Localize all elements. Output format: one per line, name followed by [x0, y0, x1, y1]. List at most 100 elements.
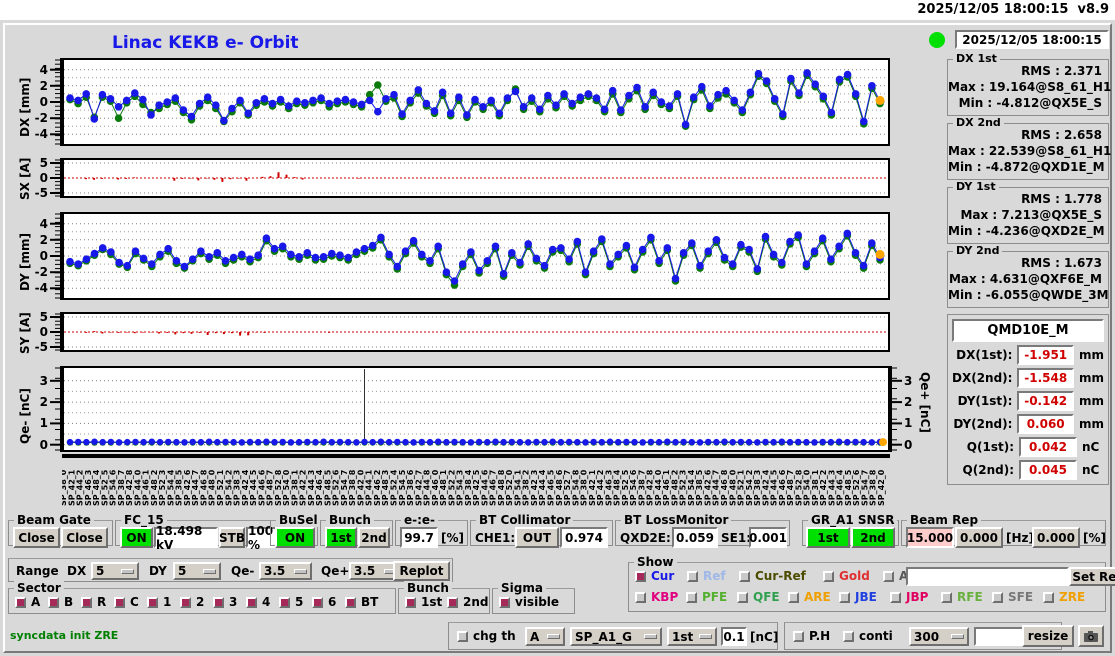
sector-checkbox-a[interactable]: A: [15, 595, 40, 609]
gr-a1-snsr-1st[interactable]: 1st: [806, 527, 850, 548]
sector-checkbox-bt[interactable]: BT: [345, 595, 378, 609]
show-checkbox-cur-box[interactable]: [635, 571, 646, 582]
show-checkbox-curref-box[interactable]: [739, 571, 750, 582]
bt-loss-value-2[interactable]: 0.001: [749, 527, 787, 548]
bunch-bottom-checkbox-2nd-box[interactable]: [447, 597, 458, 608]
show-checkbox-zre-box[interactable]: [1043, 592, 1054, 603]
conti-checkbox[interactable]: conti: [843, 629, 893, 643]
show-checkbox-are[interactable]: ARE: [788, 590, 831, 604]
show-checkbox-pfe[interactable]: PFE: [686, 590, 727, 604]
show-checkbox-jbe-box[interactable]: [839, 592, 850, 603]
show-checkbox-ref[interactable]: Ref: [687, 569, 726, 583]
sector-checkbox-5-box[interactable]: [279, 597, 290, 608]
conti-count-select[interactable]: 300: [909, 627, 969, 646]
bt-loss-value-1[interactable]: 0.059: [672, 527, 718, 548]
bunch-bottom-checkbox-1st-box[interactable]: [405, 597, 416, 608]
show-checkbox-jbp[interactable]: JBP: [890, 590, 928, 604]
sector-checkbox-a-box[interactable]: [15, 597, 26, 608]
show-checkbox-kbp[interactable]: KBP: [635, 590, 678, 604]
bt-collimator-value-field[interactable]: 0.974: [560, 527, 608, 548]
show-ref-field[interactable]: [906, 567, 1069, 586]
chg-th-sector-select[interactable]: A: [525, 627, 565, 646]
sector-checkbox-bt-box[interactable]: [345, 597, 356, 608]
chg-th-monitor-select[interactable]: SP_A1_G: [570, 627, 662, 646]
show-checkbox-jbp-box[interactable]: [890, 592, 901, 603]
sector-checkbox-1-box[interactable]: [147, 597, 158, 608]
show-checkbox-ref-box[interactable]: [687, 571, 698, 582]
show-checkbox-rfe-box[interactable]: [941, 592, 952, 603]
show-checkbox-cur[interactable]: Cur: [635, 569, 674, 583]
sector-checkbox-c-box[interactable]: [114, 597, 125, 608]
show-checkbox-zre[interactable]: ZRE: [1043, 590, 1085, 604]
bt-collimator-state-button[interactable]: OUT: [515, 527, 559, 548]
sector-checkbox-2[interactable]: 2: [180, 595, 204, 609]
show-checkbox-qfe-box[interactable]: [737, 592, 748, 603]
ph-checkbox-box[interactable]: [793, 631, 804, 642]
fc15-kv-field[interactable]: 18.498 kV: [154, 524, 218, 552]
beam-rep-field-2[interactable]: 0.000: [955, 527, 1003, 548]
fc15-on-button[interactable]: ON: [120, 527, 153, 548]
show-checkbox-are-box[interactable]: [788, 592, 799, 603]
sector-checkbox-6[interactable]: 6: [312, 595, 336, 609]
plot-dx[interactable]: [62, 58, 890, 146]
show-checkbox-pfe-box[interactable]: [686, 592, 697, 603]
bunch-bottom-checkbox-1st[interactable]: 1st: [405, 595, 442, 609]
beam-rep-field-3[interactable]: 0.000: [1032, 527, 1080, 548]
sector-checkbox-r-box[interactable]: [81, 597, 92, 608]
plot-dy[interactable]: [62, 212, 890, 300]
show-checkbox-kbp-box[interactable]: [635, 592, 646, 603]
sector-checkbox-4-box[interactable]: [246, 597, 257, 608]
resize-button[interactable]: resize: [1022, 625, 1074, 647]
show-checkbox-are-label: ARE: [804, 590, 831, 604]
bunch-top-2nd[interactable]: 2nd: [358, 527, 390, 548]
range-qem-select[interactable]: 3.5: [259, 562, 312, 580]
bunch-top-1st[interactable]: 1st: [325, 527, 357, 548]
fc15-stb-button[interactable]: STB: [219, 527, 245, 548]
sector-checkbox-6-box[interactable]: [312, 597, 323, 608]
sector-checkbox-b[interactable]: B: [48, 595, 73, 609]
ee-ratio-field[interactable]: 99.7: [400, 527, 438, 548]
set-ref-button[interactable]: Set Ref: [1069, 567, 1115, 586]
sector-checkbox-c[interactable]: C: [114, 595, 139, 609]
show-checkbox-curref[interactable]: Cur-Ref: [739, 569, 806, 583]
conti-checkbox-box[interactable]: [843, 631, 854, 642]
sector-checkbox-5[interactable]: 5: [279, 595, 303, 609]
beam-gate-close-1[interactable]: Close: [13, 527, 60, 548]
plot-sx[interactable]: [62, 158, 890, 198]
show-checkbox-sfe[interactable]: SFE: [992, 590, 1033, 604]
bunch-bottom-checkbox-2nd[interactable]: 2nd: [447, 595, 488, 609]
beam-gate-close-2[interactable]: Close: [61, 527, 108, 548]
show-checkbox-gold-box[interactable]: [823, 571, 834, 582]
sector-checkbox-1[interactable]: 1: [147, 595, 171, 609]
sector-checkbox-3-box[interactable]: [213, 597, 224, 608]
camera-icon[interactable]: [1078, 625, 1104, 647]
chg-th-checkbox-box[interactable]: [457, 631, 468, 642]
show-checkbox-ave10-box[interactable]: [883, 571, 894, 582]
sector-checkbox-3[interactable]: 3: [213, 595, 237, 609]
range-qep-select[interactable]: 3.5: [349, 562, 402, 580]
show-checkbox-qfe[interactable]: QFE: [737, 590, 780, 604]
sector-checkbox-4[interactable]: 4: [246, 595, 270, 609]
plot-sy[interactable]: [62, 312, 890, 352]
chg-th-threshold-field[interactable]: 0.1: [721, 627, 747, 646]
beam-rep-field-1[interactable]: 15.000: [906, 527, 954, 548]
ph-checkbox[interactable]: P.H: [793, 629, 830, 643]
sector-checkbox-b-box[interactable]: [48, 597, 59, 608]
gr-a1-snsr-2nd[interactable]: 2nd: [851, 527, 895, 548]
replot-button[interactable]: Replot: [393, 561, 450, 581]
show-checkbox-jbe[interactable]: JBE: [839, 590, 877, 604]
show-checkbox-rfe[interactable]: RFE: [941, 590, 983, 604]
fc15-percent-field[interactable]: 100 %: [246, 524, 277, 552]
sigma-visible-checkbox-box[interactable]: [499, 597, 510, 608]
range-dx-select[interactable]: 5: [91, 562, 139, 580]
sigma-visible-checkbox[interactable]: visible: [499, 595, 559, 609]
chg-th-checkbox[interactable]: chg th: [457, 629, 516, 643]
show-checkbox-gold[interactable]: Gold: [823, 569, 870, 583]
range-dy-select[interactable]: 5: [173, 562, 221, 580]
busel-on-button[interactable]: ON: [275, 527, 315, 548]
plot-qe[interactable]: [62, 366, 890, 452]
chg-th-bunch-select[interactable]: 1st: [667, 627, 717, 646]
sector-checkbox-2-box[interactable]: [180, 597, 191, 608]
sector-checkbox-r[interactable]: R: [81, 595, 106, 609]
show-checkbox-sfe-box[interactable]: [992, 592, 1003, 603]
